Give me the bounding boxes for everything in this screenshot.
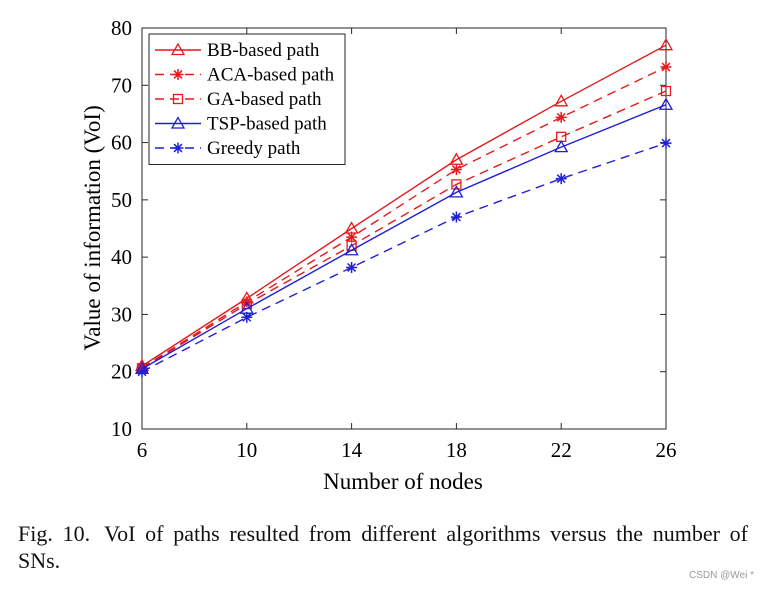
y-tick-label: 70	[111, 73, 132, 97]
x-tick-label: 6	[137, 438, 148, 462]
legend-label: GA-based path	[207, 89, 322, 110]
series-line	[141, 142, 667, 373]
plot-frame	[141, 27, 667, 430]
legend-label: ACA-based path	[207, 65, 335, 86]
y-tick-label: 80	[111, 16, 132, 40]
legend-item: Greedy path	[155, 138, 301, 159]
series-line	[141, 104, 667, 370]
data-point	[450, 211, 462, 223]
legend-marker	[170, 116, 186, 129]
y-axis-ticks: 10 20 30 40 50 60 70 80	[111, 16, 666, 441]
data-point	[658, 37, 674, 51]
legend-marker	[172, 142, 184, 154]
data-point	[554, 139, 569, 153]
data-point	[346, 261, 358, 273]
x-axis-label: Number of nodes	[323, 469, 483, 494]
y-tick-label: 40	[111, 245, 132, 269]
legend-item: ACA-based path	[155, 65, 335, 86]
data-point	[555, 173, 567, 185]
data-point	[554, 94, 569, 107]
data-point	[660, 85, 672, 97]
data-point	[660, 137, 672, 149]
x-tick-label: 10	[236, 438, 257, 462]
y-tick-label: 30	[111, 302, 132, 326]
data-point	[136, 366, 148, 378]
y-tick-label: 20	[111, 360, 132, 384]
legend-item: GA-based path	[155, 89, 322, 110]
caption-text: VoI of paths resulted from different alg…	[18, 521, 748, 573]
watermark: CSDN @Wei *	[689, 570, 754, 581]
x-tick-label: 26	[656, 438, 677, 462]
legend-label: Greedy path	[207, 138, 301, 159]
x-axis-ticks: 6 10 14 18 22 26	[137, 28, 677, 462]
legend-label: TSP-based path	[207, 114, 327, 135]
legend-marker	[172, 93, 184, 105]
series-line	[141, 90, 667, 369]
data-point	[660, 61, 672, 73]
legend-marker	[172, 69, 184, 80]
legend-marker	[170, 42, 186, 56]
y-axis-label: Value of information (VoI)	[80, 105, 105, 351]
x-tick-label: 22	[551, 438, 572, 462]
legend-label: BB-based path	[207, 40, 320, 61]
legend-box	[148, 33, 346, 165]
series-greedy-path	[136, 137, 672, 378]
y-tick-label: 60	[111, 131, 132, 155]
legend-item: BB-based path	[155, 40, 320, 61]
data-point	[344, 242, 359, 256]
data-point	[555, 111, 567, 123]
data-point	[658, 97, 674, 110]
data-point	[241, 311, 253, 323]
y-tick-label: 50	[111, 188, 132, 212]
y-tick-label: 10	[111, 417, 132, 441]
plot-area-border	[141, 27, 667, 430]
legend-item: TSP-based path	[155, 114, 327, 135]
x-tick-label: 14	[341, 438, 363, 462]
data-point	[449, 185, 464, 198]
series-layer	[134, 37, 674, 378]
data-point	[451, 179, 462, 190]
data-point	[450, 163, 462, 175]
legend: BB-based path ACA-based path GA-based path…	[148, 33, 346, 165]
x-tick-label: 18	[446, 438, 467, 462]
caption-label: Fig. 10.	[18, 521, 91, 546]
series-line	[141, 44, 667, 367]
figure-caption: Fig. 10. VoI of paths resulted from diffe…	[18, 520, 748, 574]
